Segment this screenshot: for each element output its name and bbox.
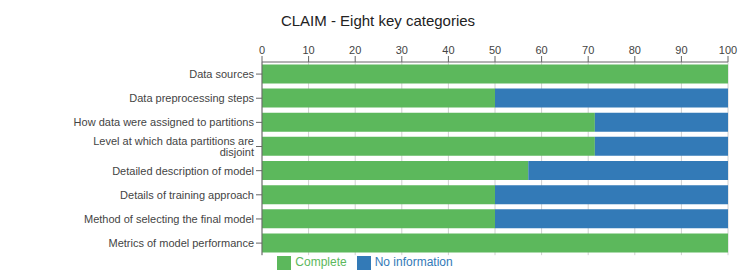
svg-text:Detailed description of model: Detailed description of model — [112, 165, 254, 177]
svg-text:30: 30 — [396, 44, 408, 56]
html-text:CLAIM - Eight key categories: CLAIM - Eight key categories — [280, 12, 476, 29]
svg-text:How data were assigned to part: How data were assigned to partitions — [74, 116, 255, 128]
svg-text:100: 100 — [719, 44, 737, 56]
svg-text:40: 40 — [442, 44, 454, 56]
svg-text:50: 50 — [489, 44, 501, 56]
svg-text:0: 0 — [259, 44, 265, 56]
svg-text:Metrics of model performance: Metrics of model performance — [109, 237, 255, 249]
svg-text:Details of training approach: Details of training approach — [120, 189, 254, 201]
html-text:Complete: Complete — [295, 255, 347, 270]
svg-text:Data preprocessing steps: Data preprocessing steps — [129, 92, 254, 104]
svg-text:90: 90 — [675, 44, 687, 56]
svg-text:Method of selecting the final: Method of selecting the final model — [84, 213, 254, 225]
svg-text:Level at which data partitions: Level at which data partitions aredisjoi… — [93, 135, 254, 158]
svg-text:60: 60 — [535, 44, 547, 56]
svg-text:Data sources: Data sources — [189, 68, 254, 80]
svg-text:20: 20 — [349, 44, 361, 56]
svg-text:80: 80 — [629, 44, 641, 56]
svg-text:10: 10 — [302, 44, 314, 56]
html-text:No information: No information — [374, 255, 453, 270]
svg-text:70: 70 — [582, 44, 594, 56]
